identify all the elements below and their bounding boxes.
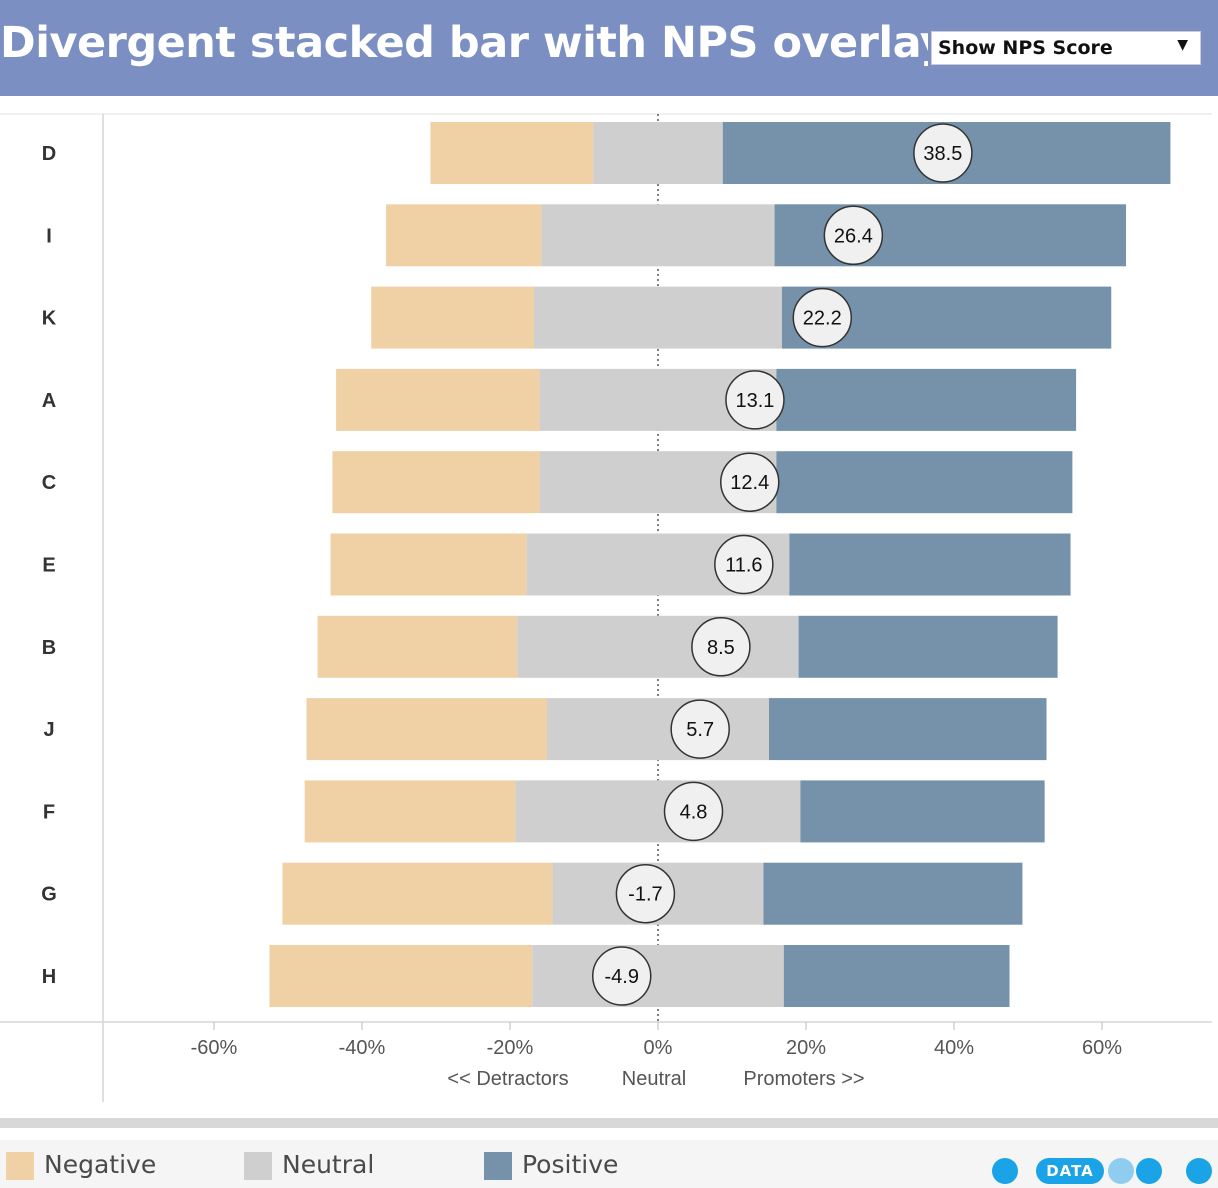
bar-negative-C bbox=[332, 451, 540, 514]
x-tick-label: 40% bbox=[934, 1037, 974, 1059]
bar-positive-F bbox=[800, 780, 1045, 843]
bar-negative-B bbox=[317, 615, 518, 678]
nps-score-label-E: 11.6 bbox=[725, 555, 762, 577]
bar-negative-H bbox=[269, 945, 533, 1007]
nps-score-label-C: 12.4 bbox=[730, 472, 769, 494]
nps-score-circle-I bbox=[823, 205, 884, 266]
x-tick-label: 0% bbox=[644, 1037, 673, 1059]
x-tick-label: 60% bbox=[1082, 1037, 1122, 1059]
category-label-E: E bbox=[42, 555, 55, 577]
header-bar: Divergent stacked bar with NPS overlay S… bbox=[0, 0, 1218, 96]
nps-score-label-G: -1.7 bbox=[628, 884, 662, 906]
nps-score-label-F: 4.8 bbox=[680, 801, 708, 823]
x-axis-annotation: Promoters >> bbox=[743, 1068, 864, 1090]
page-title: Divergent stacked bar with NPS overlay bbox=[0, 18, 948, 68]
nps-score-circle-G bbox=[615, 863, 676, 924]
bar-negative-G bbox=[282, 862, 553, 925]
legend-label-neutral: Neutral bbox=[282, 1150, 375, 1179]
legend-swatch-neutral bbox=[244, 1152, 272, 1180]
dropdown-selected-value: Show NPS Score bbox=[938, 37, 1113, 59]
x-tick-label: -40% bbox=[339, 1037, 386, 1059]
bar-negative-E bbox=[330, 533, 527, 596]
nps-score-circle-J bbox=[670, 699, 730, 759]
x-tick-label: -20% bbox=[487, 1037, 534, 1059]
x-axis-annotation: << Detractors bbox=[447, 1068, 568, 1090]
category-label-D: D bbox=[42, 143, 56, 165]
legend-swatch-positive bbox=[484, 1152, 512, 1180]
bar-neutral-B bbox=[517, 615, 799, 678]
nps-score-label-I: 26.4 bbox=[834, 225, 873, 247]
bar-positive-B bbox=[798, 615, 1058, 678]
bar-negative-K bbox=[371, 286, 535, 349]
category-label-G: G bbox=[41, 884, 57, 906]
toggle-dot-icon[interactable] bbox=[1108, 1158, 1134, 1184]
bar-positive-C bbox=[776, 451, 1073, 514]
bar-neutral-J bbox=[547, 698, 769, 761]
legend-label-negative: Negative bbox=[44, 1150, 157, 1179]
x-tick-label: 20% bbox=[786, 1037, 826, 1059]
nps-score-label-B: 8.5 bbox=[707, 637, 735, 659]
bar-neutral-I bbox=[541, 204, 775, 267]
nps-score-label-K: 22.2 bbox=[803, 308, 842, 330]
bar-negative-J bbox=[306, 698, 547, 761]
chevron-down-icon: ▼ bbox=[1177, 37, 1188, 53]
nps-score-circle-K bbox=[792, 287, 853, 348]
legend-label-positive: Positive bbox=[522, 1150, 619, 1179]
legend: Negative Neutral Positive bbox=[0, 1140, 1218, 1188]
nps-score-label-J: 5.7 bbox=[686, 719, 714, 741]
toggle-dot-icon[interactable] bbox=[1136, 1158, 1162, 1184]
bar-positive-G bbox=[763, 862, 1023, 925]
nps-score-circle-F bbox=[663, 781, 724, 842]
category-label-F: F bbox=[43, 801, 55, 823]
bar-neutral-K bbox=[534, 286, 782, 349]
bar-negative-F bbox=[304, 780, 516, 843]
bar-positive-J bbox=[769, 698, 1047, 761]
bar-neutral-D bbox=[593, 122, 723, 184]
legend-swatch-negative bbox=[6, 1152, 34, 1180]
category-label-C: C bbox=[42, 472, 56, 494]
nps-score-label-A: 13.1 bbox=[735, 390, 774, 412]
horizontal-scrollbar[interactable] bbox=[0, 1118, 1218, 1128]
nps-score-label-D: 38.5 bbox=[923, 143, 962, 165]
x-axis-annotation: Neutral bbox=[622, 1068, 686, 1090]
bar-neutral-F bbox=[515, 780, 801, 843]
bar-negative-I bbox=[386, 204, 542, 267]
nps-score-circle-E bbox=[714, 534, 774, 595]
data-button[interactable]: DATA bbox=[1036, 1158, 1104, 1184]
category-label-K: K bbox=[42, 308, 57, 330]
nps-score-circle-C bbox=[720, 452, 780, 512]
nps-score-circle-B bbox=[691, 617, 751, 677]
divergent-bar-chart: D 38.5 I 26.4 K 22.2 A 13.1 C 12.4 E 11.6 B 8.5 J 5.7 F 4… bbox=[0, 113, 1212, 1102]
nps-display-dropdown[interactable]: Show NPS Score ▼ bbox=[928, 28, 1204, 68]
nps-score-circle-H bbox=[591, 946, 652, 1006]
bar-positive-E bbox=[789, 533, 1071, 596]
bar-neutral-H bbox=[532, 945, 784, 1007]
nps-score-circle-A bbox=[725, 370, 785, 430]
bar-negative-A bbox=[336, 368, 540, 431]
category-label-A: A bbox=[42, 390, 56, 412]
nav-dot-icon[interactable] bbox=[992, 1158, 1018, 1184]
category-label-B: B bbox=[42, 637, 56, 659]
nav-dot-icon[interactable] bbox=[1186, 1158, 1212, 1184]
nps-score-circle-D bbox=[913, 123, 973, 183]
bar-negative-D bbox=[430, 122, 594, 184]
bar-positive-H bbox=[783, 945, 1010, 1007]
x-tick-label: -60% bbox=[191, 1037, 238, 1059]
bar-positive-A bbox=[776, 368, 1077, 431]
nps-score-label-H: -4.9 bbox=[605, 966, 639, 988]
category-label-J: J bbox=[43, 719, 54, 741]
category-label-H: H bbox=[42, 966, 56, 988]
category-label-I: I bbox=[46, 225, 52, 247]
dropdown-box[interactable]: Show NPS Score ▼ bbox=[931, 31, 1201, 65]
